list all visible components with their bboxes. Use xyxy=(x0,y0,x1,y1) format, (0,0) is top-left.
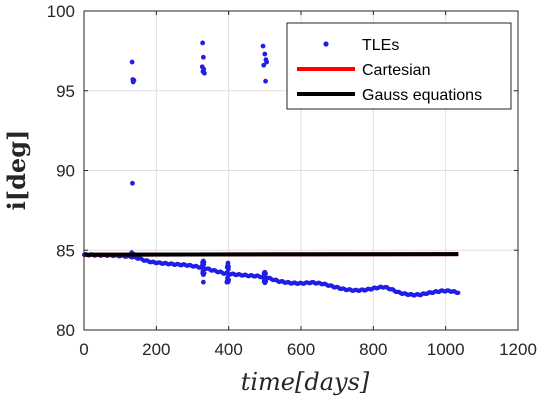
tle-point xyxy=(202,271,207,276)
legend-label-gauss: Gauss equations xyxy=(362,87,482,104)
tle-outlier-point xyxy=(262,51,268,57)
x-tick-label: 200 xyxy=(142,340,170,359)
tle-point xyxy=(263,279,269,284)
y-tick-label: 80 xyxy=(56,321,75,340)
legend: TLEs Cartesian Gauss equations xyxy=(286,22,512,110)
tle-outlier-point xyxy=(225,260,231,266)
x-tick-label: 1200 xyxy=(499,340,537,359)
y-axis-label: i[deg] xyxy=(2,130,31,211)
x-tick-label: 600 xyxy=(287,340,315,359)
tle-point xyxy=(456,290,461,295)
tle-outlier-point xyxy=(131,77,137,83)
tle-outlier-point xyxy=(263,78,268,84)
series-gauss-line xyxy=(83,252,459,257)
tle-outlier-point xyxy=(130,180,135,186)
y-tick-label: 95 xyxy=(56,82,75,101)
tle-point xyxy=(202,260,207,265)
tle-point xyxy=(263,271,268,276)
tle-outlier-point xyxy=(199,263,205,269)
x-axis-label: time[days] xyxy=(241,368,370,396)
tle-outlier-point xyxy=(201,66,207,72)
tle-outlier-point xyxy=(129,59,135,65)
tle-point xyxy=(201,267,206,272)
tle-outlier-point xyxy=(200,54,206,60)
tle-outlier-point xyxy=(202,70,207,76)
ticks xyxy=(83,10,519,331)
tle-outlier-point xyxy=(260,43,266,49)
x-tick-label: 400 xyxy=(214,340,242,359)
x-tick-label: 800 xyxy=(359,340,387,359)
y-tick-label: 85 xyxy=(56,241,75,260)
legend-label-cartesian: Cartesian xyxy=(362,62,430,79)
tle-point xyxy=(226,273,231,279)
y-tick-label: 90 xyxy=(56,162,75,181)
legend-marker-tles xyxy=(323,41,329,47)
tick-labels: 0 200 400 600 800 1000 1200 80 85 90 95 100 xyxy=(47,2,537,359)
y-tick-label: 100 xyxy=(47,2,75,21)
tle-outlier-point xyxy=(200,279,206,285)
series-layer xyxy=(81,40,461,298)
legend-label-tles: TLEs xyxy=(362,37,399,54)
tle-outlier-point xyxy=(224,279,230,285)
x-tick-label: 0 xyxy=(79,340,88,359)
tle-point xyxy=(226,264,231,269)
tle-outlier-point xyxy=(200,40,206,46)
tle-outlier-point xyxy=(264,59,270,65)
x-tick-label: 1000 xyxy=(427,340,465,359)
tle-outlier-point xyxy=(261,62,267,68)
